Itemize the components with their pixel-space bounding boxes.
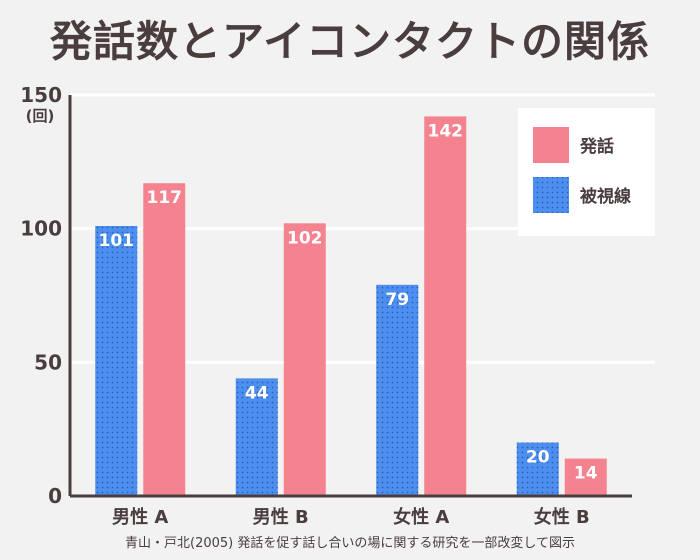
data-label: 79 [385,290,409,310]
source-caption: 青山・戸北(2005) 発話を促す話し合いの場に関する研究を一部改変して図示 [125,536,575,551]
chart-title: 発話数とアイコンタクトの関係 [50,17,650,66]
bar-dot-texture [516,442,559,496]
bar [283,223,326,496]
bar [564,458,607,496]
x-category-label: 女性 B [534,506,590,528]
legend-swatch [533,127,569,163]
x-category-label: 男性 A [112,506,168,528]
data-label: 20 [526,448,550,468]
data-label: 101 [99,231,135,251]
data-label: 142 [428,121,464,141]
bar-dot-texture [95,225,138,496]
bar [143,183,186,496]
bar-dot-texture [376,284,419,496]
data-label: 14 [574,464,598,484]
y-tick-label: 50 [34,350,62,374]
data-label: 102 [287,228,323,248]
data-label: 117 [147,188,183,208]
bar-chart: 101 117 44 102 79 142 20 14 0 50 100 150(回) 男性 A 男性 … [20,83,655,528]
data-label: 44 [245,383,269,403]
bar [424,116,467,497]
y-tick-label: 100 [20,217,62,241]
legend-label: 被視線 [580,186,631,207]
bar-dot-texture [235,378,278,496]
y-tick-label: 0 [48,484,62,508]
y-tick-label: 150 [20,83,62,107]
legend-swatch-texture [533,177,569,213]
y-axis-unit: (回) [26,107,55,125]
x-category-label: 男性 B [253,506,309,528]
legend-label: 発話 [579,136,614,157]
x-category-label: 女性 A [393,506,449,528]
